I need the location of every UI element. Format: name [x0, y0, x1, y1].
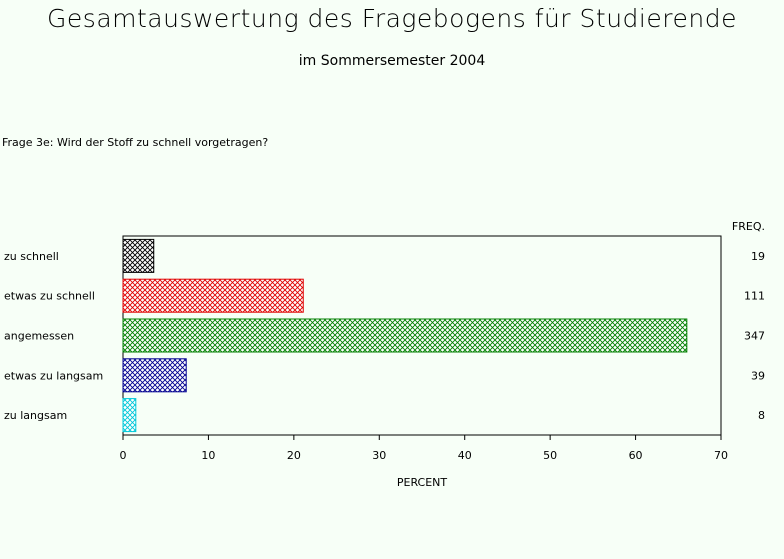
- freq-header: FREQ.: [732, 220, 765, 233]
- category-label: angemessen: [4, 330, 74, 343]
- bar-1: [122, 278, 304, 313]
- category-label: etwas zu langsam: [4, 369, 103, 382]
- x-tick-label: 40: [458, 449, 472, 462]
- bar-3: [122, 358, 187, 393]
- x-tick-label: 10: [201, 449, 215, 462]
- x-tick-label: 70: [714, 449, 728, 462]
- x-tick-label: 20: [287, 449, 301, 462]
- freq-value: 111: [744, 290, 765, 303]
- chart-subtitle: im Sommersemester 2004: [298, 53, 486, 69]
- x-tick-label: 50: [543, 449, 557, 462]
- freq-value: 347: [744, 330, 765, 343]
- chart-title: Gesamtauswertung des Fragebogens für Stu…: [47, 4, 737, 33]
- category-label: zu schnell: [4, 250, 59, 263]
- category-label: etwas zu schnell: [4, 290, 95, 303]
- bar-4: [122, 398, 137, 433]
- freq-value: 39: [751, 369, 765, 382]
- category-label: zu langsam: [4, 409, 67, 422]
- freq-value: 19: [751, 250, 765, 263]
- x-tick-label: 60: [629, 449, 643, 462]
- x-axis-title: PERCENT: [397, 476, 448, 489]
- bar-2: [122, 318, 688, 353]
- bar-0: [122, 238, 155, 273]
- x-tick-label: 0: [120, 449, 127, 462]
- freq-value: 8: [758, 409, 765, 422]
- x-tick-label: 30: [372, 449, 386, 462]
- question-text: Frage 3e: Wird der Stoff zu schnell vorg…: [2, 136, 269, 149]
